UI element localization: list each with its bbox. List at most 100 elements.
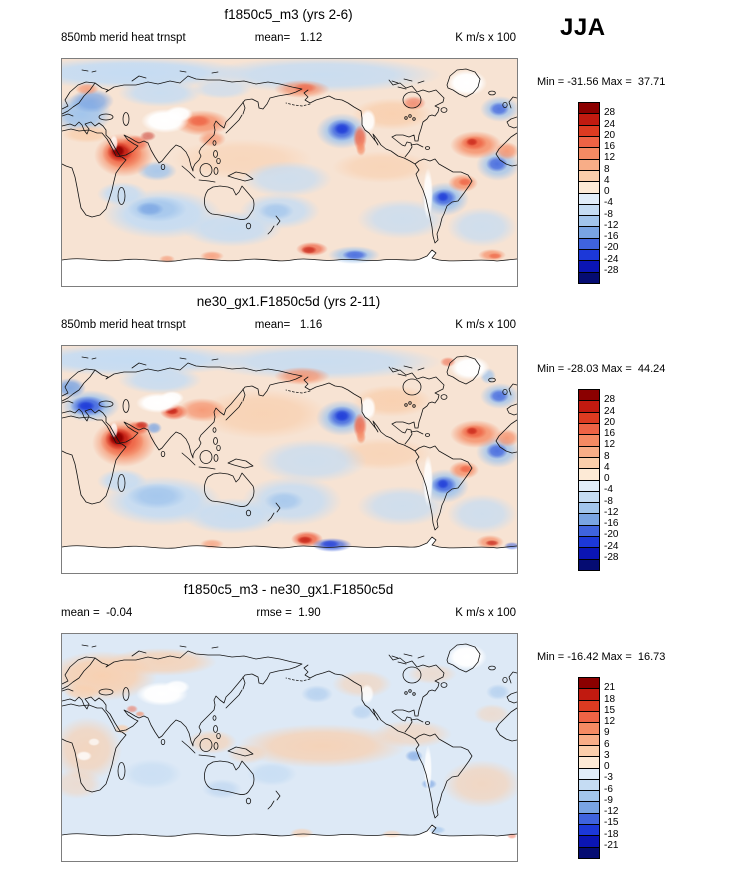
colorbar-tick-label: 9	[604, 727, 610, 739]
antarctic-edge-blobs	[200, 531, 517, 552]
colorbar-cell	[579, 445, 599, 457]
colorbar-cell	[579, 812, 599, 825]
colorbar-tick-label: -21	[604, 839, 619, 851]
colorbar-cell	[579, 215, 599, 227]
units-label: K m/s x 100	[455, 319, 516, 331]
colorbar-cell	[579, 135, 599, 148]
colorbar	[578, 389, 600, 571]
rmse-stat: rmse = 1.90	[256, 607, 321, 619]
panel-title: f1850c5_m3 - ne30_gx1.F1850c5d	[183, 582, 394, 597]
colorbar-tick-label: 12	[604, 439, 616, 451]
map-difference	[61, 633, 518, 862]
colorbar-cell	[579, 260, 599, 272]
colorbar-tick-label: 16	[604, 141, 616, 152]
colorbar-cell	[579, 502, 599, 514]
colorbar-tick-label: 12	[604, 152, 616, 164]
colorbar-tick-label: 18	[604, 693, 616, 705]
panel-title: f1850c5_m3 (yrs 2-6)	[224, 7, 353, 22]
colorbar-cell	[579, 744, 599, 757]
colorbar-cell	[579, 158, 599, 170]
colorbar-cell	[579, 468, 599, 480]
colorbar-tick-label: 12	[604, 716, 616, 727]
colorbar-cell	[579, 249, 599, 261]
colorbar-tick-label: -16	[604, 231, 619, 242]
colorbar-cell	[579, 846, 599, 858]
colorbar-tick-label: -4	[604, 197, 613, 209]
colorbar-cell	[579, 536, 599, 548]
colorbar-tick-label: 20	[604, 416, 616, 428]
colorbar-tick-label: 0	[604, 473, 610, 484]
colorbar-tick-label: 24	[604, 118, 616, 130]
colorbar-tick-label: 8	[604, 163, 610, 175]
colorbar-cell	[579, 490, 599, 503]
mean-stat: mean= 1.12	[254, 32, 323, 44]
colorbar-tick-label: -9	[604, 794, 613, 806]
panel-model1: f1850c5_m3 (yrs 2-6) 850mb merid heat tr…	[0, 0, 733, 287]
colorbar-tick-label: -15	[604, 817, 619, 829]
world-contour-map	[62, 346, 517, 573]
colorbar-cell	[579, 226, 599, 238]
colorbar-tick-label: -3	[604, 772, 613, 784]
colorbar	[578, 677, 600, 859]
colorbar-tick-label: -4	[604, 484, 613, 496]
colorbar-tick-label: -20	[604, 242, 619, 254]
panel-difference: f1850c5_m3 - ne30_gx1.F1850c5d mean = -0…	[0, 575, 733, 862]
minmax-stat: Min = -16.42 Max = 16.73	[537, 651, 666, 663]
colorbar-cell	[579, 103, 599, 114]
colorbar-cell	[579, 722, 599, 734]
colorbar-tick-label: 28	[604, 394, 616, 406]
world-contour-map	[62, 634, 517, 861]
colorbar-cell	[579, 824, 599, 836]
colorbar-tick-label: 21	[604, 682, 616, 694]
colorbar-cell	[579, 733, 599, 745]
colorbar-cell	[579, 790, 599, 802]
colorbar-tick-label: 24	[604, 405, 616, 417]
variable-label: 850mb merid heat trnspt	[61, 32, 186, 44]
colorbar-cell	[579, 192, 599, 204]
colorbar-tick-label: -16	[604, 518, 619, 529]
colorbar-cell	[579, 181, 599, 193]
colorbar-cell	[579, 688, 599, 700]
colorbar-cell	[579, 271, 599, 283]
anomaly-blobs	[62, 346, 517, 534]
colorbar-cell	[579, 390, 599, 401]
colorbar-tick-label: -6	[604, 783, 613, 795]
colorbar-tick-label: 0	[604, 186, 610, 197]
anomaly-blobs	[62, 648, 517, 808]
colorbar-cell	[579, 778, 599, 791]
colorbar-labels: 28 24 20 16 12 8 4 0 -4 -8 -12 -16 -20 -24 -28	[604, 102, 638, 282]
colorbar-tick-label: -24	[604, 540, 619, 552]
variable-label: 850mb merid heat trnspt	[61, 319, 186, 331]
colorbar-tick-label: 0	[604, 761, 610, 772]
colorbar-cell	[579, 203, 599, 216]
colorbar-cell	[579, 411, 599, 423]
colorbar-tick-label: -8	[604, 208, 613, 220]
colorbar-cell	[579, 801, 599, 813]
minmax-stat: Min = -28.03 Max = 44.24	[537, 363, 666, 375]
colorbar-cell	[579, 479, 599, 491]
colorbar-cell	[579, 147, 599, 159]
colorbar-cell	[579, 456, 599, 469]
colorbar	[578, 102, 600, 284]
colorbar-cell	[579, 400, 599, 412]
mean-stat: mean = -0.04	[61, 607, 133, 619]
colorbar-cell	[579, 422, 599, 435]
colorbar-cell	[579, 547, 599, 559]
colorbar-cell	[579, 756, 599, 768]
white-patches	[110, 70, 487, 220]
minmax-stat: Min = -31.56 Max = 37.71	[537, 76, 666, 88]
colorbar-cell	[579, 513, 599, 525]
colorbar-cell	[579, 524, 599, 537]
colorbar-labels: 28 24 20 16 12 8 4 0 -4 -8 -12 -16 -20 -24 -28	[604, 389, 638, 569]
colorbar-labels: 21 18 15 12 9 6 3 0 -3 -6 -9 -12 -15 -18 -21	[604, 677, 638, 857]
units-label: K m/s x 100	[455, 607, 516, 619]
white-patches	[76, 644, 487, 793]
colorbar-tick-label: 16	[604, 428, 616, 439]
mean-stat: mean= 1.16	[254, 319, 323, 331]
colorbar-tick-label: 15	[604, 704, 616, 716]
colorbar-tick-label: 6	[604, 738, 610, 750]
colorbar-tick-label: -12	[604, 219, 619, 231]
colorbar-cell	[579, 124, 599, 136]
colorbar-tick-label: 4	[604, 174, 610, 186]
